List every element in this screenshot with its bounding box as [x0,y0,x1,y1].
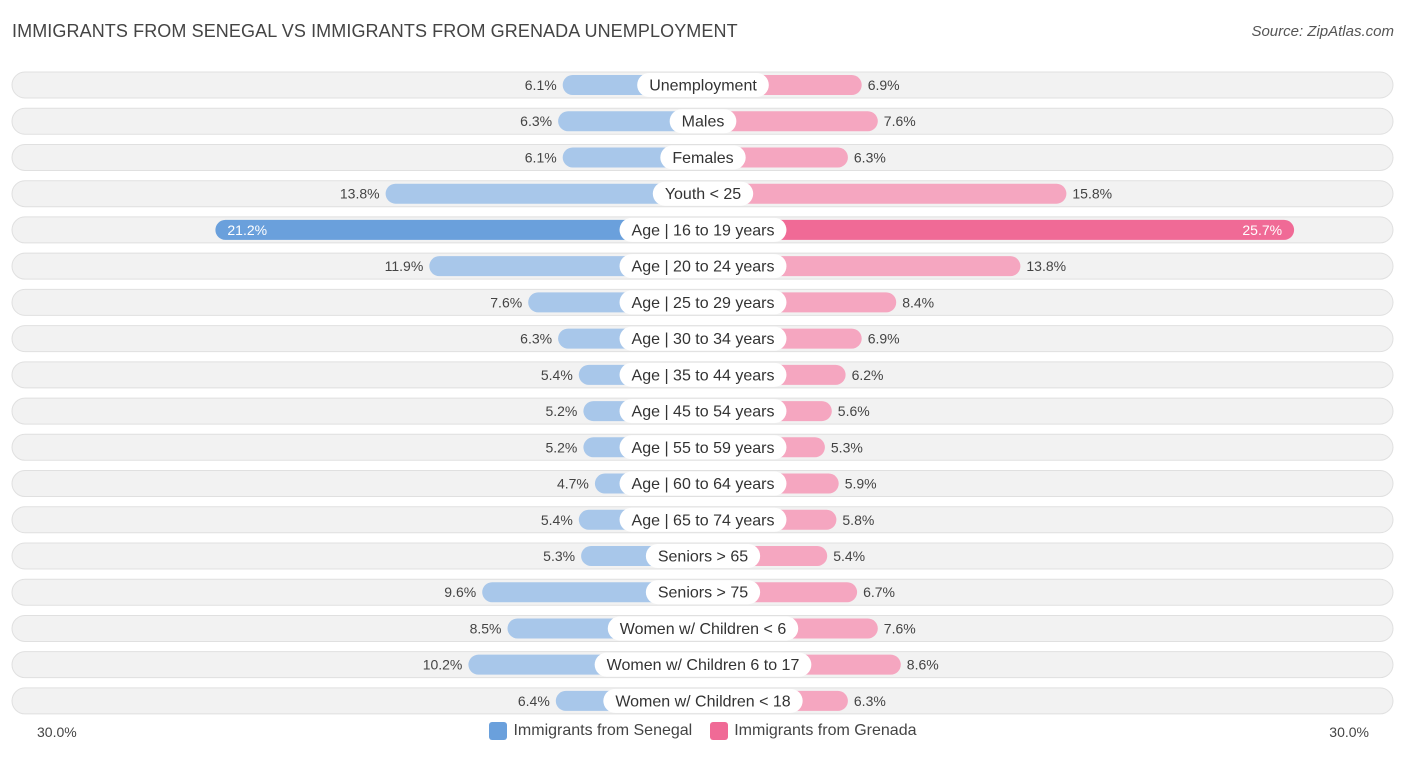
chart-title: IMMIGRANTS FROM SENEGAL VS IMMIGRANTS FR… [12,21,738,41]
value-label-senegal: 5.4% [541,367,573,383]
category-label: Unemployment [649,78,757,95]
value-label-grenada: 15.8% [1072,186,1112,202]
bar-senegal [558,111,703,132]
value-label-grenada: 7.6% [884,113,916,129]
value-label-senegal: 6.3% [520,331,552,347]
category-label: Women w/ Children < 6 [620,621,787,638]
category-label: Age | 20 to 24 years [632,259,775,276]
category-label: Age | 16 to 19 years [632,222,775,239]
category-label: Women w/ Children < 18 [615,693,790,710]
category-label: Males [682,114,725,131]
category-label: Age | 30 to 34 years [632,331,775,348]
value-label-grenada: 25.7% [1242,222,1282,238]
value-label-senegal: 6.1% [525,77,557,93]
category-label: Youth < 25 [665,186,741,203]
value-label-grenada: 6.2% [852,367,884,383]
legend-label-grenada: Immigrants from Grenada [734,722,917,739]
legend: Immigrants from Senegal Immigrants from … [0,722,1406,740]
value-label-senegal: 10.2% [423,657,463,673]
category-pill [619,435,787,460]
value-label-grenada: 7.6% [884,620,916,636]
category-pill [652,181,754,206]
value-label-grenada: 5.9% [845,476,877,492]
category-pill [594,652,812,677]
value-label-grenada: 8.4% [902,294,934,310]
category-label: Age | 35 to 44 years [632,367,775,384]
category-label: Age | 60 to 64 years [632,476,775,493]
category-pill [645,543,761,568]
value-label-grenada: 6.9% [868,331,900,347]
category-pill [603,688,803,713]
axis-left-label: 30.0% [37,724,77,740]
category-pill [607,616,799,641]
category-pill [660,145,746,170]
value-label-grenada: 8.6% [907,657,939,673]
category-pill [619,507,787,532]
value-label-senegal: 5.3% [543,548,575,564]
category-pill [637,73,769,97]
legend-item-grenada[interactable]: Immigrants from Grenada [710,722,917,740]
bar-grenada [703,111,878,132]
category-label: Age | 45 to 54 years [632,404,775,421]
category-pill [619,217,787,242]
category-label: Age | 55 to 59 years [632,440,775,457]
category-pill [669,109,737,134]
category-pill [645,580,761,605]
value-label-senegal: 5.4% [541,512,573,528]
legend-label-senegal: Immigrants from Senegal [513,722,693,739]
bar-senegal [385,183,703,204]
bar-grenada [703,219,1295,240]
category-label: Age | 65 to 74 years [632,512,775,529]
category-label: Seniors > 65 [658,548,748,565]
value-label-senegal: 6.3% [520,113,552,129]
legend-item-senegal[interactable]: Immigrants from Senegal [489,722,692,740]
value-label-senegal: 6.4% [518,693,550,709]
value-label-senegal: 6.1% [525,149,557,165]
value-label-grenada: 6.7% [863,584,895,600]
value-label-grenada: 5.4% [833,548,865,564]
legend-swatch-senegal [489,722,508,740]
axis-right-label: 30.0% [1329,724,1369,740]
value-label-grenada: 5.6% [838,403,870,419]
value-label-grenada: 6.3% [854,149,886,165]
value-label-grenada: 5.8% [842,512,874,528]
value-label-senegal: 5.2% [545,439,577,455]
value-label-grenada: 5.3% [831,439,863,455]
category-label: Seniors > 75 [658,585,748,602]
value-label-grenada: 6.9% [868,77,900,93]
value-label-senegal: 13.8% [340,186,380,202]
value-label-senegal: 8.5% [470,620,502,636]
category-pill [619,290,787,315]
bar-grenada [703,183,1067,204]
value-label-senegal: 9.6% [444,584,476,600]
value-label-senegal: 11.9% [385,258,424,274]
category-pill [619,471,787,496]
source-label: Source: ZipAtlas.com [1251,23,1394,40]
value-label-senegal: 21.2% [227,222,267,238]
value-label-senegal: 7.6% [490,294,522,310]
category-label: Age | 25 to 29 years [632,295,775,312]
category-label: Females [672,150,733,167]
category-pill [619,254,787,279]
category-label: Women w/ Children 6 to 17 [607,657,800,674]
value-label-senegal: 5.2% [545,403,577,419]
category-pill [619,399,787,424]
category-pill [619,326,787,351]
legend-swatch-grenada [710,722,729,740]
category-pill [619,362,787,387]
value-label-senegal: 4.7% [557,476,589,492]
value-label-grenada: 6.3% [854,693,886,709]
value-label-grenada: 13.8% [1026,258,1066,274]
bar-senegal [215,219,703,240]
